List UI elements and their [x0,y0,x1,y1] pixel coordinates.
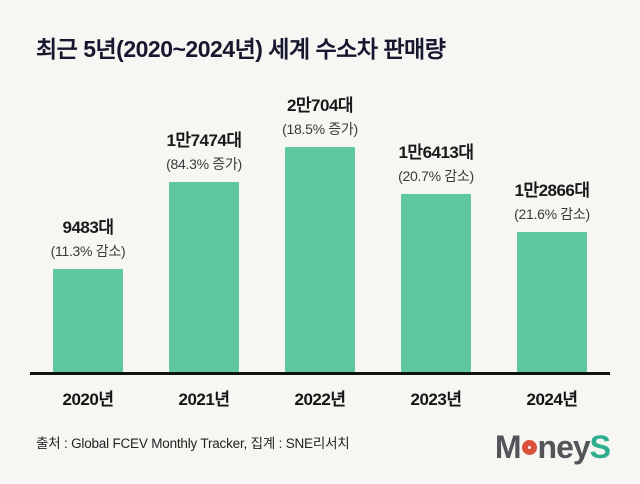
bar-value-label: 9483대 [62,218,114,237]
bar-group: 9483대 (11.3% 감소) [30,213,146,372]
bar-change-label: (21.6% 감소) [514,206,590,222]
x-axis-labels: 2020년 2021년 2022년 2023년 2024년 [30,375,610,410]
bar-value-label: 2만704대 [286,96,354,115]
bars-row: 9483대 (11.3% 감소) 1만7474대 (84.3% 증가) 2만704대 (1… [30,95,610,372]
bar [285,147,355,372]
bar-change-label: (18.5% 증가) [282,121,358,137]
x-axis-label: 2023년 [410,390,462,409]
x-axis-line [30,372,610,375]
bar-group: 1만6413대 (20.7% 감소) [378,138,494,372]
chart-title: 최근 5년(2020~2024년) 세계 수소차 판매량 [36,36,446,62]
logo-s: S [589,429,611,465]
bar-chart: 9483대 (11.3% 감소) 1만7474대 (84.3% 증가) 2만704대 (1… [30,95,610,410]
logo-m: M [494,429,522,465]
bar-value-label: 1만6413대 [398,143,474,162]
bar-change-label: (11.3% 감소) [50,243,126,259]
x-axis-label: 2021년 [178,390,230,409]
bar-value-label: 1만2866대 [514,181,590,200]
x-axis-label: 2022년 [294,390,346,409]
logo-o-ring-icon [521,440,537,455]
bar-value-label: 1만7474대 [166,131,242,150]
moneys-logo: M ney S [494,429,611,466]
bar-group: 2만704대 (18.5% 증가) [262,91,378,372]
logo-ney: ney [537,429,591,465]
bar-change-label: (84.3% 증가) [166,156,242,172]
bar-group: 1만2866대 (21.6% 감소) [494,176,610,372]
bar [401,194,471,372]
source-caption: 출처 : Global FCEV Monthly Tracker, 집계 : S… [36,436,350,451]
bar-change-label: (20.7% 감소) [398,168,474,184]
x-axis-label: 2024년 [526,390,578,409]
x-axis-label: 2020년 [62,390,114,409]
bar-group: 1만7474대 (84.3% 증가) [146,126,262,372]
bar [517,232,587,372]
bar [169,182,239,372]
bar [53,269,123,372]
